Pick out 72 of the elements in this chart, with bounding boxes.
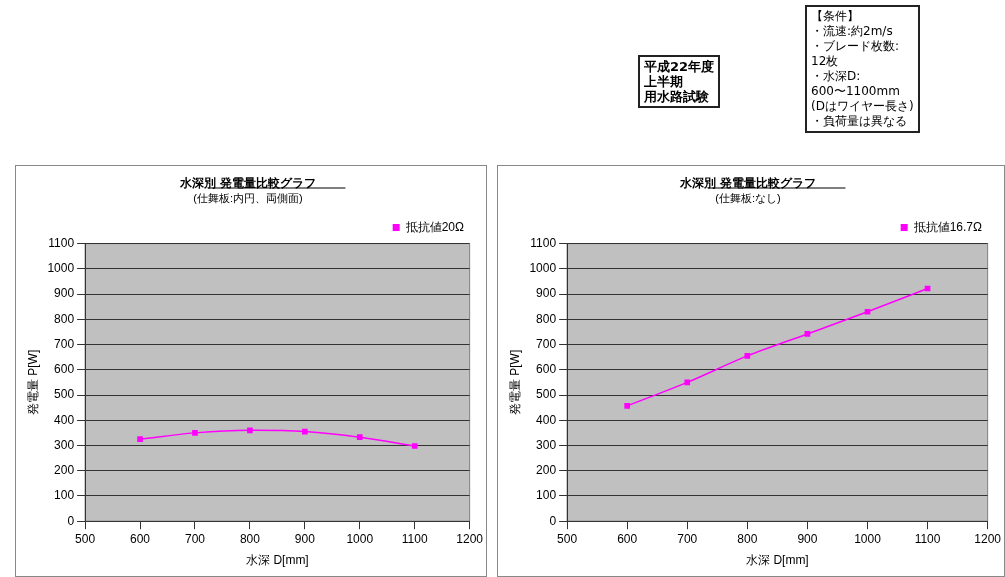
legend-label: 抵抗値20Ω [404,219,465,234]
x-tick-label: 1100 [401,531,428,546]
y-tick-label: 600 [536,362,557,377]
x-tick-label: 900 [797,531,818,546]
x-axis-title: 水深 D[mm] [746,553,809,568]
x-tick-label: 600 [617,531,638,546]
x-tick-label: 1100 [914,531,941,546]
text: (Dはワイヤー長さ) [811,99,914,114]
y-tick-label: 0 [549,513,557,528]
x-tick-label: 600 [130,531,151,546]
y-tick-label: 100 [536,488,557,503]
point [744,353,751,359]
text: 12枚 [811,54,840,69]
y-tick-label: 800 [536,311,557,326]
y-tick-label: 1000 [47,261,75,276]
x-tick-label: 500 [557,531,578,546]
text: 上半期 [644,74,684,89]
point [137,436,143,443]
y-tick-label: 900 [536,286,557,301]
point [864,308,871,315]
point [624,403,630,409]
y-tick-label: 900 [54,286,75,301]
chart-subtitle: (仕舞板:内円、両側面) [193,192,303,205]
text: ・水深D: [811,69,862,84]
x-tick-label: 700 [677,531,698,546]
y-tick-label: 500 [536,387,557,402]
point [192,430,198,436]
y-tick-label: 300 [536,437,557,452]
text: 【条件】 [811,9,860,24]
point [684,379,691,386]
x-tick-label: 1200 [974,531,1002,546]
y-tick-label: 700 [536,336,557,351]
text: 用水路試験 [644,89,710,104]
legend-label: 抵抗値16.7Ω [912,219,983,234]
text: 600〜1100mm [811,84,901,99]
x-tick-label: 500 [75,531,96,546]
text: ・流速:約2m/s [811,24,894,39]
point [804,331,811,337]
x-tick-label: 1200 [456,531,484,546]
text: 平成22年度 [644,59,715,74]
y-tick-label: 1100 [530,235,557,250]
y-tick-label: 1000 [529,261,557,276]
x-tick-label: 1000 [346,531,374,546]
y-tick-label: 400 [54,412,75,427]
point [356,434,363,440]
y-tick-label: 200 [54,463,75,478]
y-tick-label: 500 [54,387,75,402]
x-tick-label: 800 [737,531,758,546]
y-tick-label: 200 [536,463,557,478]
text: ・ブレード枚数: [811,39,901,54]
y-tick-label: 400 [536,412,557,427]
y-axis-title: 発電量 P[W] [507,349,522,416]
y-axis-title: 発電量 P[W] [25,349,40,416]
y-tick-label: 0 [67,513,75,528]
y-tick-label: 700 [54,336,75,351]
point [247,427,253,434]
point [302,428,308,435]
text: ・負荷量は異なる [811,114,908,129]
point [411,443,418,449]
x-tick-label: 800 [239,531,261,546]
y-tick-label: 100 [54,488,75,503]
x-tick-label: 1000 [854,531,882,546]
chart-title: 水深別 発電量比較グラフ [679,175,816,190]
x-tick-label: 700 [184,531,206,546]
chart-title: 水深別 発電量比較グラフ [179,175,316,190]
x-tick-label: 900 [294,531,316,546]
y-tick-label: 1100 [48,235,75,250]
y-tick-label: 600 [54,362,75,377]
x-axis-title: 水深 D[mm] [246,553,309,568]
y-tick-label: 300 [54,437,75,452]
chart-subtitle: (仕舞板:なし) [715,192,781,205]
y-tick-label: 800 [54,311,75,326]
